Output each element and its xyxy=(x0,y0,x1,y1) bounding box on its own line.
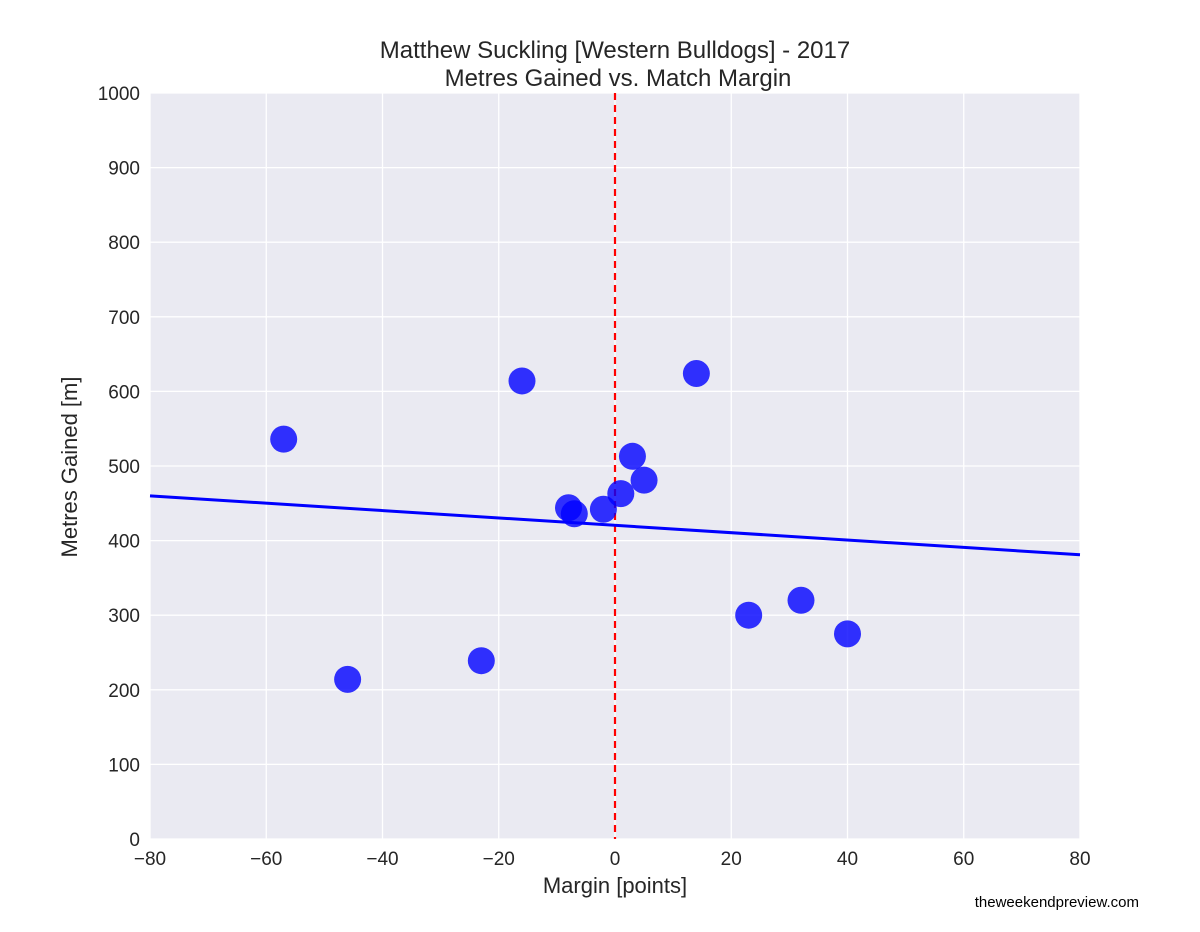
data-point xyxy=(334,665,362,693)
y-tick-label: 500 xyxy=(108,457,140,478)
y-tick-label: 600 xyxy=(108,382,140,403)
x-tick-label: −80 xyxy=(134,849,166,870)
y-tick-label: 1000 xyxy=(98,84,140,105)
y-tick-label: 800 xyxy=(108,233,140,254)
x-tick-label: 40 xyxy=(837,849,858,870)
trend-line xyxy=(149,494,1081,557)
x-tick-label: −40 xyxy=(366,849,398,870)
y-tick-label: 700 xyxy=(108,308,140,329)
data-point xyxy=(682,359,710,387)
data-point xyxy=(508,367,536,395)
y-tick-label: 400 xyxy=(108,532,140,553)
x-tick-label: −20 xyxy=(483,849,515,870)
data-point xyxy=(560,500,588,528)
chart-title: Matthew Suckling [Western Bulldogs] - 20… xyxy=(380,37,850,64)
y-tick-label: 900 xyxy=(108,159,140,180)
trend-layer xyxy=(149,494,1081,557)
data-point xyxy=(630,466,658,494)
x-tick-label: 0 xyxy=(610,849,621,870)
x-tick-labels: −80 −60 −40 −20 0 20 40 60 80 xyxy=(134,849,1091,870)
y-tick-labels: 0 100 200 300 400 500 600 700 800 900 1000 xyxy=(98,84,140,851)
y-axis-label: Metres Gained [m] xyxy=(57,377,82,558)
y-tick-label: 300 xyxy=(108,606,140,627)
y-tick-label: 200 xyxy=(108,681,140,702)
x-tick-label: 60 xyxy=(953,849,974,870)
data-point xyxy=(607,480,635,508)
y-tick-label: 100 xyxy=(108,755,140,776)
x-tick-label: 80 xyxy=(1069,849,1090,870)
data-point xyxy=(834,620,861,648)
source-credit: theweekendpreview.com xyxy=(974,894,1139,911)
x-tick-label: 20 xyxy=(721,849,742,870)
data-point xyxy=(618,442,646,470)
data-points xyxy=(270,359,861,693)
data-point xyxy=(787,586,815,614)
x-axis-label: Margin [points] xyxy=(543,873,687,898)
data-point xyxy=(735,601,763,629)
y-tick-label: 0 xyxy=(129,830,140,851)
data-point xyxy=(467,647,495,675)
data-point xyxy=(589,495,617,523)
x-tick-label: −60 xyxy=(250,849,282,870)
chart-subtitle: Metres Gained vs. Match Margin xyxy=(445,65,792,92)
data-point xyxy=(270,425,298,453)
